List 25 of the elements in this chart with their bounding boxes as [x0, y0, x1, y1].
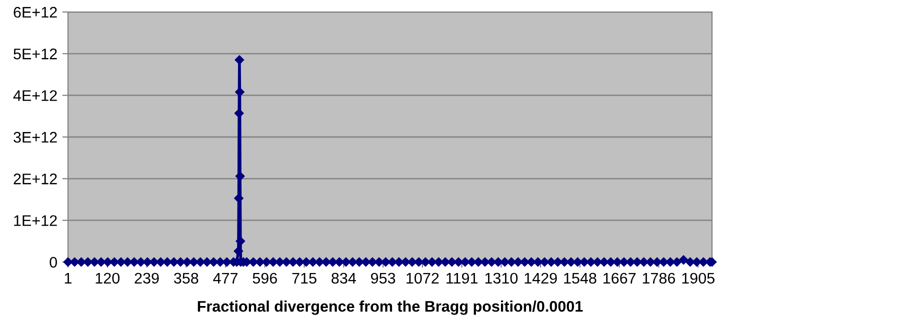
x-tick-label: 1429: [524, 272, 557, 284]
y-tick-label: 3E+12: [14, 132, 57, 143]
y-tick-label: 1E+12: [14, 215, 57, 226]
y-tick-label: 5E+12: [14, 48, 57, 60]
y-tick-label: 2E+12: [14, 174, 57, 184]
x-tick-label: 1548: [564, 272, 596, 284]
x-axis-title: Fractional divergence from the Bragg position/0.0001: [198, 300, 583, 315]
x-tick-label: 1905: [682, 272, 714, 284]
x-tick-label: 1072: [406, 272, 439, 284]
x-tick-label: 596: [252, 272, 277, 284]
x-tick-label: 239: [134, 272, 159, 284]
x-tick-label: 1310: [485, 272, 518, 284]
x-tick-label: 1: [64, 272, 72, 284]
x-tick-label: 120: [96, 272, 120, 284]
x-tick-label: 715: [292, 272, 316, 284]
y-tick-label: 4E+12: [13, 90, 57, 101]
y-tick-label: 6E+12: [14, 6, 57, 18]
y-tick-label: 0: [50, 256, 57, 268]
x-tick-label: 834: [332, 272, 356, 284]
x-tick-label: 1191: [446, 272, 478, 284]
x-tick-label: 1786: [642, 272, 676, 284]
x-tick-label: 953: [371, 272, 396, 284]
x-tick-label: 358: [174, 272, 198, 284]
x-tick-label: 477: [213, 272, 238, 284]
x-tick-label: 1667: [604, 272, 636, 284]
